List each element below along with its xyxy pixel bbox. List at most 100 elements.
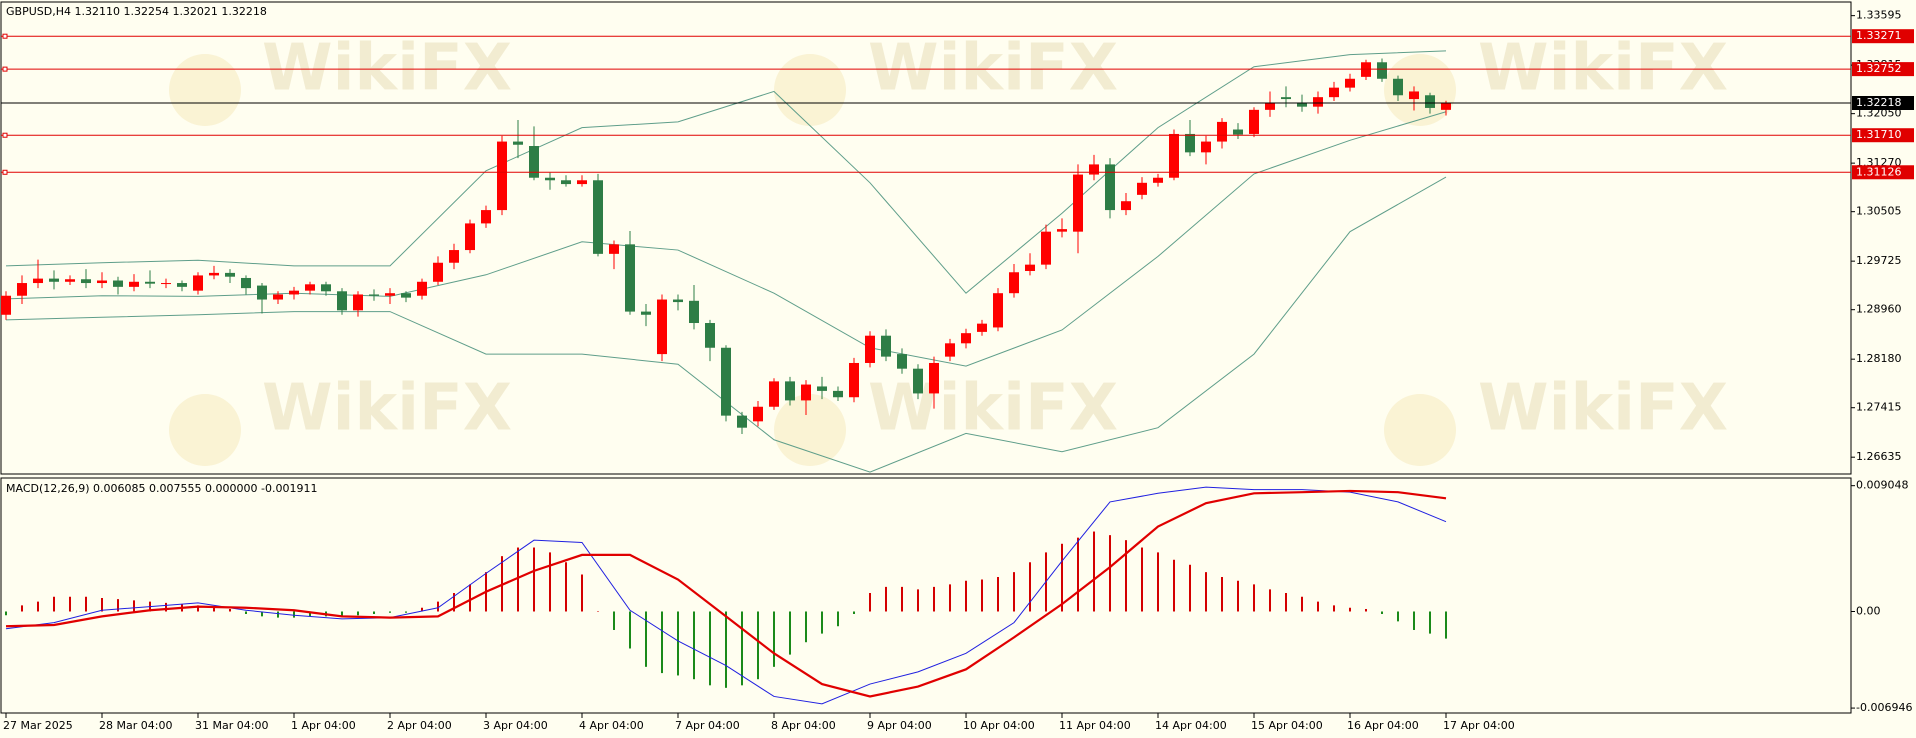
candle-body [881,335,891,357]
main-plot [1,50,1451,473]
candle-body [961,333,971,344]
macd-histogram-bar [101,598,103,612]
macd-histogram-bar [197,605,199,612]
watermark-logo [169,54,241,126]
macd-histogram-bar [133,600,135,612]
watermark: WikiFX [262,32,512,106]
candle-body [1233,129,1243,135]
candle-body [705,323,715,348]
watermark-logo [169,394,241,466]
macd-histogram-bar [629,611,631,649]
candle-body [33,278,43,284]
level-label: 1.33271 [1856,29,1902,42]
candle-body [257,285,267,300]
macd-histogram-bar [597,611,599,612]
candle-body [113,280,123,287]
macd-histogram-bar [1445,611,1447,639]
candle-body [1,295,11,315]
candle-body [1217,121,1227,142]
macd-histogram-bar [1397,611,1399,622]
x-tick-label: 11 Apr 04:00 [1059,719,1131,732]
level-handle [2,33,8,39]
candle-body [929,362,939,394]
level-label-bg [1852,29,1914,44]
candle-body [1073,174,1083,232]
candle-body [1409,91,1419,100]
watermarks: WikiFX WikiFX WikiFX WikiFX WikiFX WikiF… [169,32,1728,466]
macd-histogram-bar [517,547,519,612]
macd-histogram-bar [933,586,935,612]
x-tick-label: 16 Apr 04:00 [1347,719,1419,732]
y-tick-label: 1.29725 [1856,254,1902,267]
macd-histogram-bar [757,611,759,680]
candle-body [945,343,955,357]
candle-body [529,146,539,178]
x-tick-label: 8 Apr 04:00 [771,719,836,732]
candle-body [17,283,27,296]
bollinger-upper [5,50,1447,294]
macd-histogram-bar [869,592,871,612]
macd-histogram-bar [773,611,775,667]
candle-body [609,244,619,254]
macd-histogram-bar [1317,601,1319,612]
macd-histogram-bar [117,599,119,612]
candle-body [1265,103,1275,110]
macd-histogram-bar [389,611,391,613]
macd-histogram-bar [229,608,231,612]
level-handle [2,169,8,175]
candle-body [209,272,219,276]
candle-body [1425,95,1435,108]
candle-body [1025,264,1035,271]
candle-body [369,294,379,296]
macd-histogram-bar [613,611,615,630]
macd-histogram-bar [37,601,39,612]
candle-body [1297,102,1307,107]
macd-histogram-bar [293,611,295,618]
candle-body [833,390,843,398]
candle-body [1377,62,1387,79]
macd-histogram-bar [213,606,215,612]
candle-body [721,347,731,416]
x-tick-label: 17 Apr 04:00 [1443,719,1515,732]
current-price-label: 1.32218 [1856,96,1902,109]
macd-histogram-bar [309,611,311,617]
macd-histogram-bar [853,611,855,614]
macd-histogram-bar [405,611,407,613]
macd-histogram-bar [565,562,567,612]
macd-histogram-bar [1077,537,1079,612]
candle-body [401,293,411,298]
macd-histogram-bar [1141,547,1143,612]
macd-histogram-bar [965,580,967,612]
candle-body [657,299,667,355]
macd-histogram-bar [805,611,807,643]
macd-histogram-bar [261,611,263,617]
macd-histogram-bar [1365,608,1367,612]
x-tick-label: 7 Apr 04:00 [675,719,740,732]
candle-body [1281,97,1291,100]
watermark: WikiFX [868,32,1118,106]
candle-body [897,354,907,369]
x-tick-label: 31 Mar 04:00 [195,719,268,732]
y-tick-label: 0.00 [1856,604,1881,617]
level-label-bg [1852,165,1914,180]
macd-histogram-bar [469,584,471,612]
chart-title: GBPUSD,H4 1.32110 1.32254 1.32021 1.3221… [6,5,267,18]
macd-histogram-bar [789,611,791,655]
candle-body [625,244,635,312]
level-label-bg [1852,128,1914,143]
candle-body [177,283,187,287]
macd-histogram-bar [821,611,823,634]
candle-body [689,300,699,324]
macd-histogram-bar [1285,592,1287,612]
macd-histogram-bar [437,601,439,612]
candle-body [1201,141,1211,153]
macd-histogram-bar [1157,552,1159,612]
macd-histogram-bar [1125,540,1127,612]
candle-body [1345,78,1355,88]
macd-histogram-bar [725,611,727,688]
macd-line [5,486,1447,705]
y-tick-label: 1.27415 [1856,401,1902,414]
macd-histogram-bar [1237,580,1239,612]
candle-body [545,177,555,181]
level-label: 1.31126 [1856,165,1902,178]
